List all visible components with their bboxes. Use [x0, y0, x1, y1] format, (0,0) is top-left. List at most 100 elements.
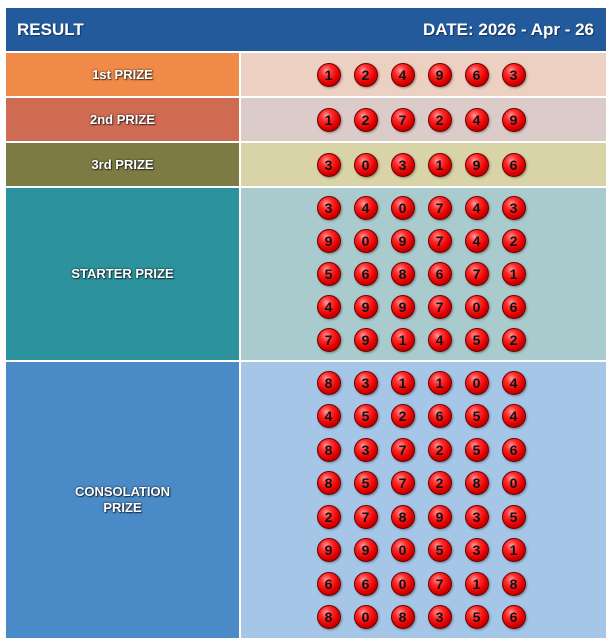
number-ball: 9 [390, 294, 415, 319]
number-ball: 3 [464, 504, 489, 529]
number-ball: 2 [390, 404, 415, 429]
number-ball: 9 [316, 229, 341, 254]
number-ball: 9 [353, 327, 378, 352]
number-ball: 2 [501, 327, 526, 352]
number-ball: 3 [353, 437, 378, 462]
number-ball: 3 [316, 196, 341, 221]
number-ball: 1 [464, 571, 489, 596]
number-ball: 2 [316, 504, 341, 529]
number-ball: 4 [464, 196, 489, 221]
divider [6, 360, 606, 362]
number-ball: 4 [316, 294, 341, 319]
results-header: RESULT DATE: 2026 - Apr - 26 [6, 8, 606, 51]
number-ball: 8 [316, 437, 341, 462]
header-title: RESULT [17, 19, 84, 39]
number-ball: 7 [427, 571, 452, 596]
number-ball: 1 [501, 261, 526, 286]
number-ball: 4 [427, 327, 452, 352]
number-ball: 4 [501, 370, 526, 395]
third-prize-label: 3rd PRIZE [6, 143, 241, 186]
first-prize-label: 1st PRIZE [6, 53, 241, 96]
number-ball: 6 [501, 152, 526, 177]
number-ball: 9 [390, 229, 415, 254]
number-ball: 8 [316, 370, 341, 395]
starter-prize-label: STARTER PRIZE [6, 188, 241, 360]
number-ball: 1 [316, 107, 341, 132]
number-ball: 9 [316, 538, 341, 563]
divider [6, 186, 606, 188]
number-ball: 6 [501, 437, 526, 462]
number-ball: 0 [464, 294, 489, 319]
number-ball: 3 [353, 370, 378, 395]
number-ball: 5 [353, 471, 378, 496]
number-ball: 1 [427, 152, 452, 177]
number-ball: 9 [353, 538, 378, 563]
number-ball: 7 [353, 504, 378, 529]
number-ball: 2 [353, 62, 378, 87]
number-ball: 7 [390, 107, 415, 132]
number-ball: 8 [390, 605, 415, 630]
number-ball: 8 [464, 471, 489, 496]
number-ball: 7 [427, 196, 452, 221]
divider [6, 96, 606, 98]
number-ball: 5 [464, 327, 489, 352]
number-ball: 4 [390, 62, 415, 87]
results-board: RESULT DATE: 2026 - Apr - 26 1st PRIZE 1… [6, 8, 606, 638]
number-ball: 5 [427, 538, 452, 563]
number-ball: 4 [464, 107, 489, 132]
consolation-prize-label: CONSOLATION PRIZE [6, 362, 241, 638]
number-ball: 0 [390, 571, 415, 596]
number-ball: 3 [427, 605, 452, 630]
number-ball: 2 [427, 437, 452, 462]
number-ball: 3 [316, 152, 341, 177]
number-ball: 4 [316, 404, 341, 429]
number-ball: 1 [390, 327, 415, 352]
draw-date: DATE: 2026 - Apr - 26 [423, 19, 594, 39]
number-ball: 6 [501, 605, 526, 630]
number-ball: 9 [353, 294, 378, 319]
number-ball: 7 [427, 294, 452, 319]
number-ball: 7 [316, 327, 341, 352]
number-ball: 0 [464, 370, 489, 395]
number-ball: 2 [427, 471, 452, 496]
number-ball: 6 [316, 571, 341, 596]
number-ball: 1 [427, 370, 452, 395]
number-ball: 6 [353, 571, 378, 596]
number-ball: 8 [390, 504, 415, 529]
number-ball: 4 [464, 229, 489, 254]
number-ball: 6 [427, 404, 452, 429]
number-ball: 8 [316, 471, 341, 496]
number-ball: 3 [501, 62, 526, 87]
number-ball: 7 [390, 471, 415, 496]
number-ball: 0 [390, 538, 415, 563]
number-ball: 3 [390, 152, 415, 177]
second-prize-label: 2nd PRIZE [6, 98, 241, 141]
number-ball: 6 [427, 261, 452, 286]
number-ball: 9 [427, 504, 452, 529]
number-ball: 2 [427, 107, 452, 132]
number-ball: 4 [353, 196, 378, 221]
divider [6, 51, 606, 53]
